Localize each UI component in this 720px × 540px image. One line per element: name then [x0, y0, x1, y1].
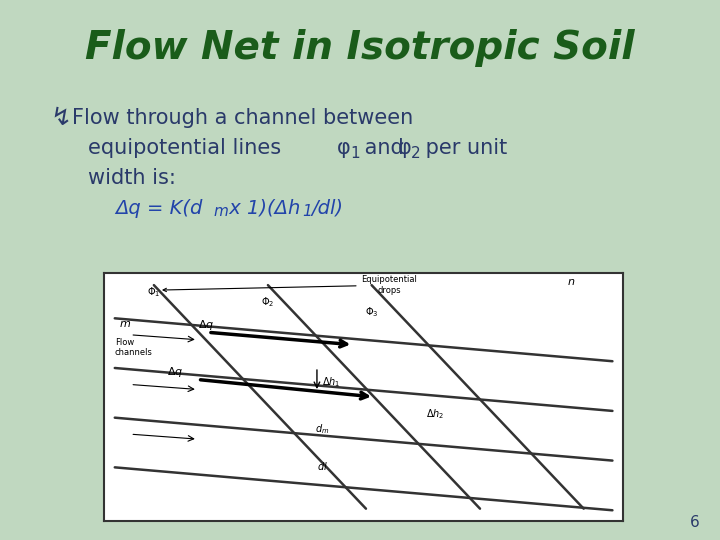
Text: $\Delta q$: $\Delta q$: [198, 318, 214, 332]
Text: $d_m$: $d_m$: [315, 422, 329, 436]
Text: m: m: [213, 205, 228, 219]
Text: $\Phi_1$: $\Phi_1$: [147, 286, 161, 300]
Text: $dl$: $dl$: [317, 461, 328, 472]
Text: x 1)(Δh: x 1)(Δh: [223, 199, 300, 218]
Text: 2: 2: [411, 145, 420, 160]
Text: and: and: [358, 138, 410, 158]
Text: n: n: [567, 277, 575, 287]
Text: Equipotential
drops: Equipotential drops: [163, 275, 418, 295]
Text: $\Phi_3$: $\Phi_3$: [365, 306, 379, 319]
Text: $\Delta h_1$: $\Delta h_1$: [322, 375, 341, 389]
Text: 1: 1: [350, 145, 359, 160]
Text: φ: φ: [337, 138, 351, 158]
Text: ↯: ↯: [50, 106, 71, 130]
Text: /dl): /dl): [311, 199, 343, 218]
Text: m: m: [120, 319, 131, 329]
Text: $\Delta h_2$: $\Delta h_2$: [426, 407, 444, 421]
Text: Δq = K(d: Δq = K(d: [115, 199, 202, 218]
Text: Flow Net in Isotropic Soil: Flow Net in Isotropic Soil: [85, 29, 635, 67]
Text: per unit: per unit: [419, 138, 508, 158]
Text: $\Delta q$: $\Delta q$: [166, 365, 183, 379]
Text: $\Phi_2$: $\Phi_2$: [261, 295, 274, 309]
Text: φ: φ: [398, 138, 412, 158]
Text: Flow
channels: Flow channels: [114, 338, 153, 357]
Text: width is:: width is:: [88, 168, 176, 188]
Text: Flow through a channel between: Flow through a channel between: [72, 108, 413, 128]
Text: 1: 1: [302, 205, 312, 219]
Text: 6: 6: [690, 515, 700, 530]
Text: equipotential lines: equipotential lines: [88, 138, 288, 158]
